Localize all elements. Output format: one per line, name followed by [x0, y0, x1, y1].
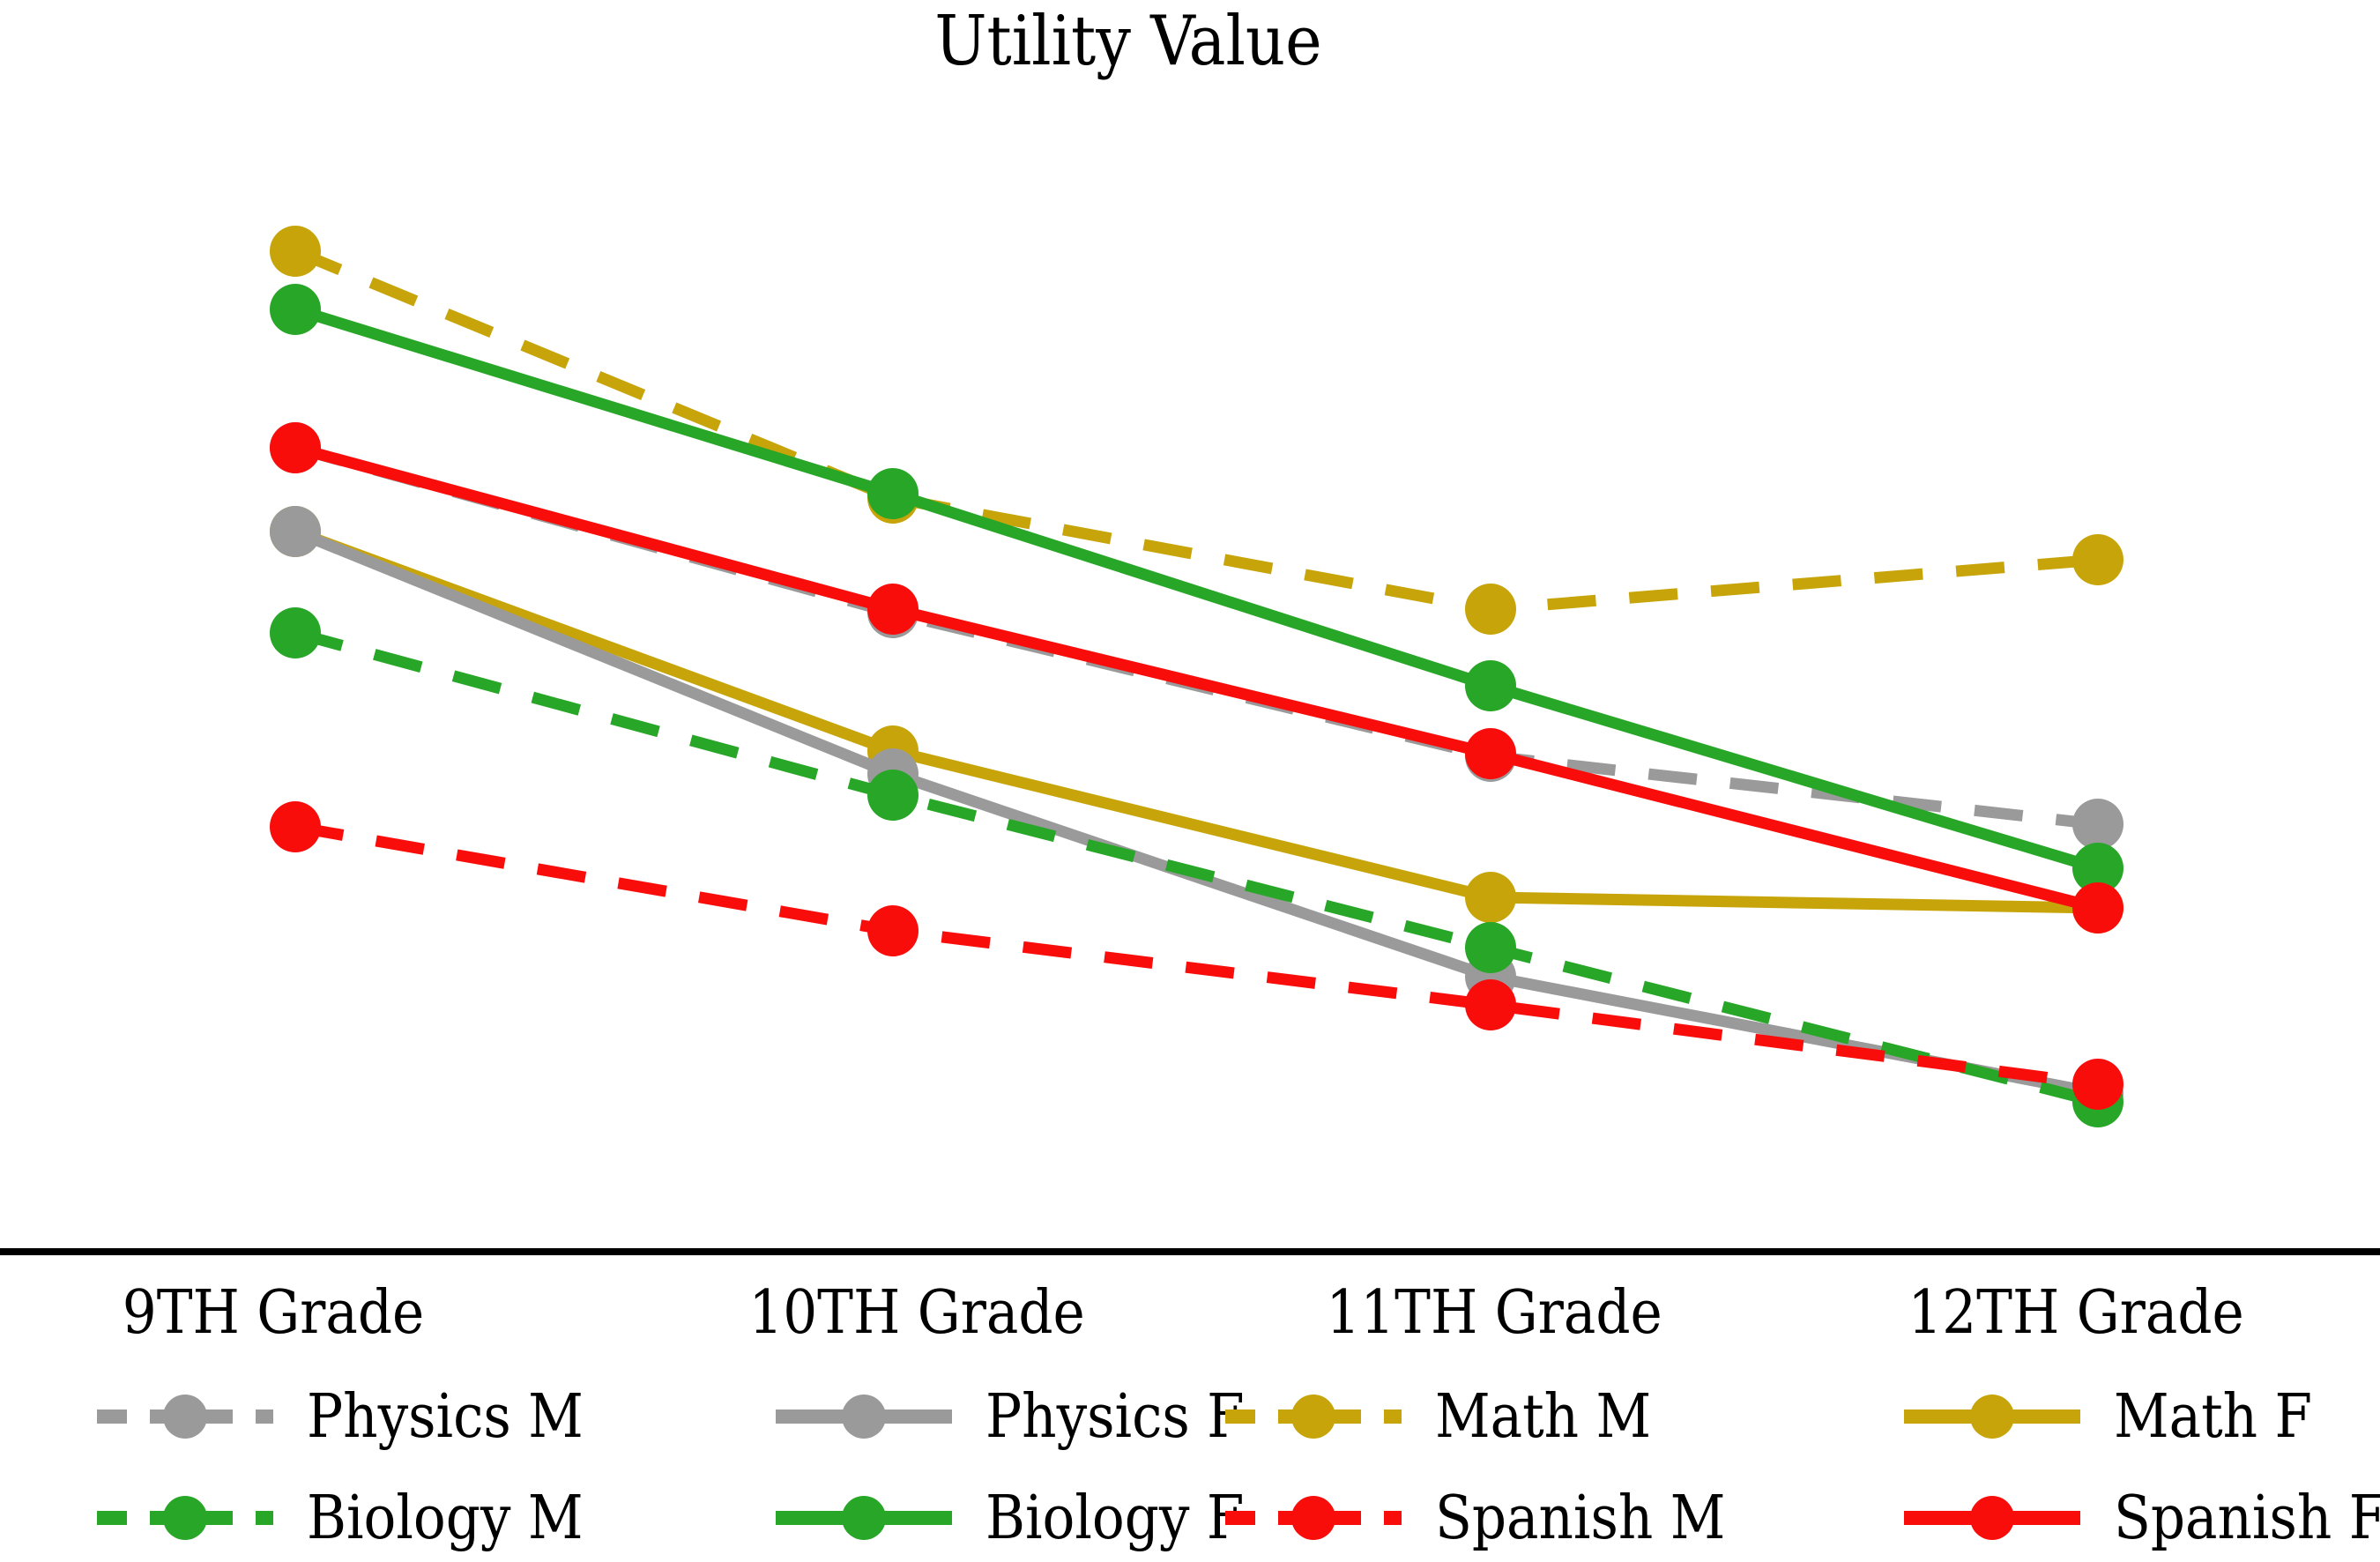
data-point-biology_f	[270, 284, 321, 335]
x-tick-label-12th: 12TH Grade	[1908, 1278, 2244, 1348]
series-line-spanish_m	[294, 821, 2099, 1090]
series-line-spanish_f	[294, 442, 2100, 914]
legend-entry-biology-m: Biology M	[97, 1477, 584, 1558]
x-tick-label-11th: 11TH Grade	[1326, 1278, 1662, 1348]
legend-entry-physics-f: Physics F	[776, 1376, 1245, 1457]
legend-entry-physics-m: Physics M	[97, 1376, 584, 1457]
legend-label: Math F	[2114, 1381, 2312, 1452]
series-line-physics_f	[293, 525, 2100, 1099]
legend-key-icon	[97, 1496, 273, 1540]
series-line-biology_f	[294, 303, 2100, 874]
legend-key-icon	[97, 1395, 273, 1439]
legend-label: Physics M	[307, 1381, 584, 1452]
legend-label: Spanish M	[1435, 1483, 1726, 1553]
legend-key-icon	[776, 1395, 952, 1439]
data-point-spanish_f	[1465, 728, 1516, 779]
legend-key-icon	[1904, 1395, 2080, 1439]
legend-label: Spanish F	[2114, 1483, 2380, 1553]
x-tick-label-10th: 10TH Grade	[748, 1278, 1085, 1348]
plot-area	[270, 226, 2123, 1127]
series-line-math_f	[293, 525, 2099, 914]
legend-entry-math-f: Math F	[1904, 1376, 2312, 1457]
legend-entry-spanish-f: Spanish F	[1904, 1477, 2380, 1558]
data-point-spanish_m	[270, 801, 321, 852]
series-line-math_m	[293, 245, 2099, 615]
data-point-math_m	[1465, 584, 1516, 635]
legend-entry-biology-f: Biology F	[776, 1477, 1244, 1558]
data-point-biology_m	[270, 607, 321, 658]
data-point-math_f	[1465, 872, 1516, 923]
legend-label: Physics F	[985, 1381, 1245, 1452]
data-point-spanish_f	[867, 584, 919, 635]
legend-key-icon	[1904, 1496, 2080, 1540]
legend-key-icon	[1225, 1395, 1402, 1439]
chart-title: Utility Value	[934, 2, 1322, 81]
data-point-biology_f	[2072, 843, 2123, 894]
data-point-spanish_m	[2072, 1059, 2123, 1110]
x-tick-label-9th: 9TH Grade	[122, 1278, 425, 1348]
data-point-physics_f	[270, 506, 321, 557]
legend-label: Biology M	[307, 1483, 584, 1553]
series-line-biology_m	[294, 627, 2100, 1108]
legend-key-icon	[1225, 1496, 1402, 1540]
data-point-math_m	[2072, 534, 2123, 585]
data-point-spanish_m	[867, 905, 919, 956]
data-point-biology_m	[867, 770, 919, 821]
data-point-spanish_f	[270, 422, 321, 473]
x-axis-line	[0, 1248, 2380, 1255]
data-point-biology_f	[1465, 660, 1516, 711]
data-point-physics_m	[2072, 799, 2123, 850]
data-point-biology_m	[1465, 922, 1516, 973]
data-point-spanish_m	[1465, 979, 1516, 1030]
legend-label: Math M	[1435, 1381, 1652, 1452]
legend-key-icon	[776, 1496, 952, 1540]
legend-entry-math-m: Math M	[1225, 1376, 1651, 1457]
data-point-spanish_f	[2072, 882, 2123, 933]
legend-label: Biology F	[985, 1483, 1245, 1553]
data-point-math_m	[270, 226, 321, 277]
legend-entry-spanish-m: Spanish M	[1225, 1477, 1725, 1558]
data-point-biology_f	[867, 468, 919, 519]
